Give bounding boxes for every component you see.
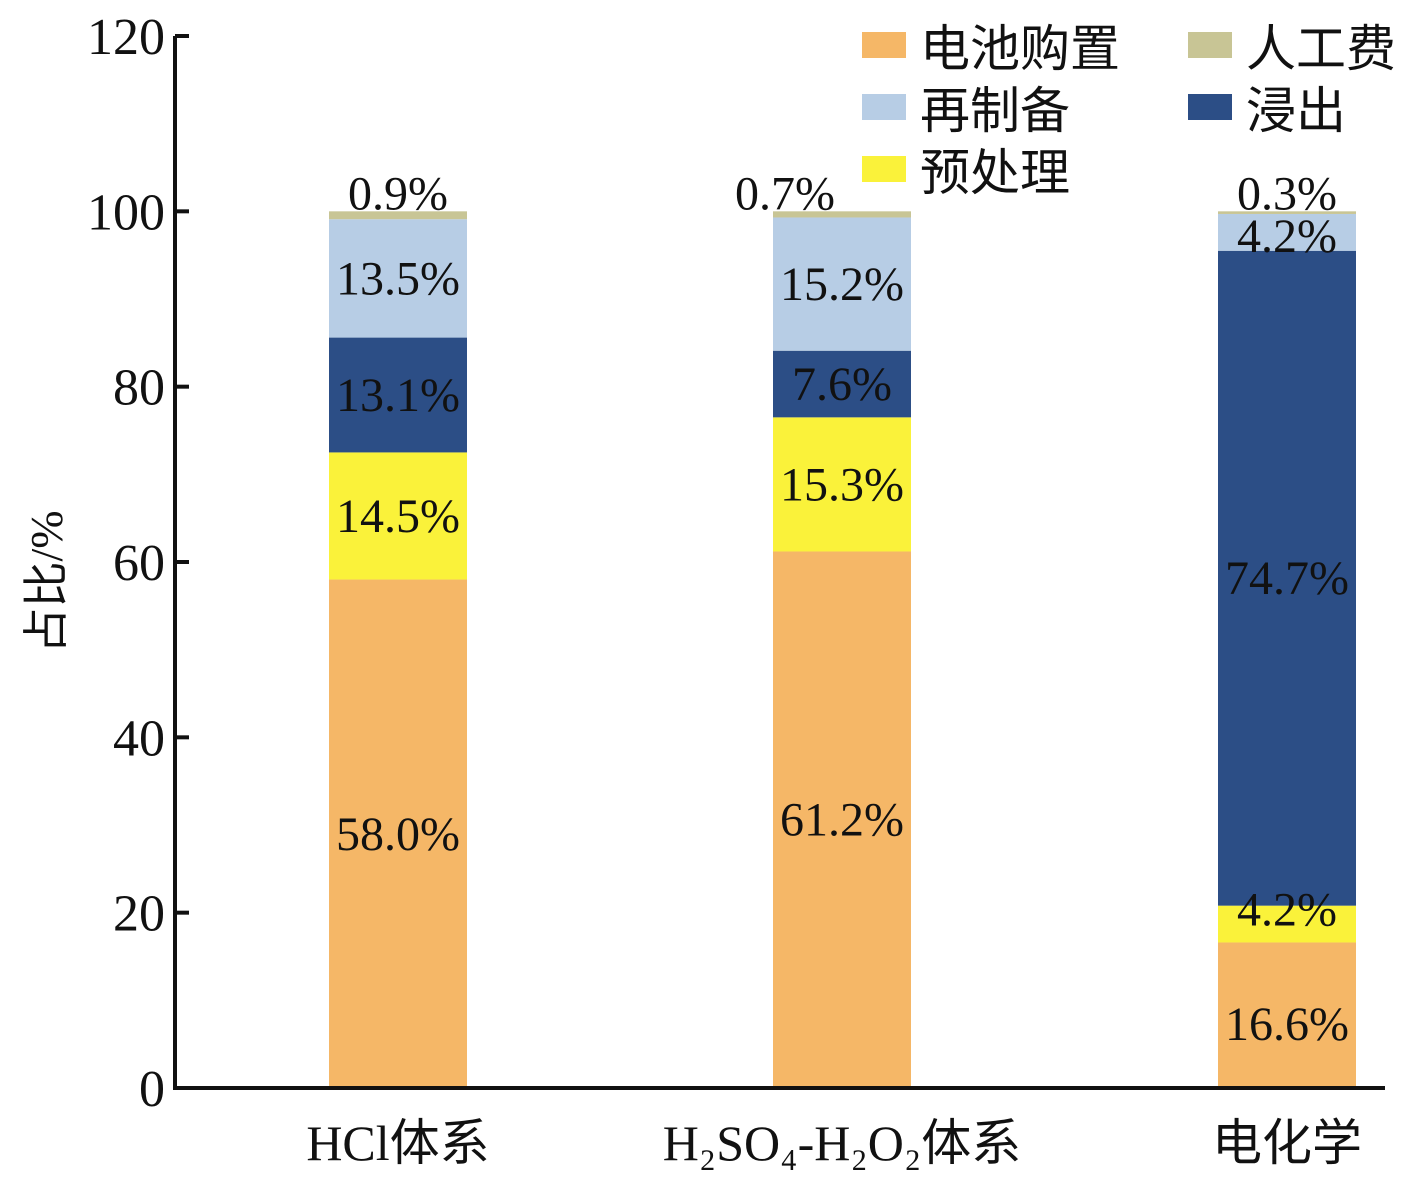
bar-segment-2-3 — [1218, 213, 1356, 251]
data-label-1-3: 15.2% — [780, 258, 904, 311]
y-tick-label-5: 100 — [87, 184, 165, 241]
bars-layer — [329, 211, 1356, 1088]
data-label-1-0: 61.2% — [780, 794, 904, 847]
y-tick-label-0: 0 — [139, 1061, 165, 1118]
legend-label-2: 再制备 — [920, 83, 1070, 139]
bar-segment-0-1 — [329, 452, 467, 580]
data-label-2-4: 0.3% — [1237, 167, 1337, 220]
legend-label-4: 预处理 — [920, 145, 1070, 201]
bar-segment-2-0 — [1218, 942, 1356, 1088]
legend-label-1: 人工费 — [1246, 21, 1396, 77]
x-tick-label-0: HCl体系 — [306, 1115, 489, 1171]
bar-segment-1-4 — [773, 211, 911, 218]
bar-segment-2-4 — [1218, 211, 1356, 214]
y-axis-label: 占比/% — [21, 510, 72, 653]
y-tick-label-1: 20 — [113, 886, 165, 943]
data-label-2-3: 4.2% — [1237, 210, 1337, 263]
data-label-1-1: 15.3% — [780, 458, 904, 511]
data-label-0-2: 13.1% — [336, 369, 460, 422]
data-label-1-2: 7.6% — [792, 358, 892, 411]
bar-segment-2-1 — [1218, 905, 1356, 943]
bar-segment-1-3 — [773, 217, 911, 351]
data-label-1-4: 0.7% — [735, 167, 835, 220]
y-tick-label-3: 60 — [113, 535, 165, 592]
bar-segment-1-1 — [773, 417, 911, 552]
bar-segment-1-0 — [773, 551, 911, 1088]
axes-layer: 0 20 40 60 80 100 120 HCl体系 H₂SO₄-H₂O₂体系 电化学 占比/% — [21, 9, 1385, 1171]
legend-swatch-1 — [1188, 32, 1232, 58]
data-label-0-0: 58.0% — [336, 808, 460, 861]
bar-segment-0-4 — [329, 211, 467, 220]
data-label-0-1: 14.5% — [336, 490, 460, 543]
x-tick-label-2: 电化学 — [1212, 1115, 1362, 1171]
y-tick-label-4: 80 — [113, 360, 165, 417]
y-tick-label-2: 40 — [113, 710, 165, 767]
legend-swatch-4 — [862, 156, 906, 182]
legend-label-0: 电池购置 — [920, 21, 1120, 77]
data-label-2-1: 4.2% — [1237, 884, 1337, 937]
bar-segment-2-2 — [1218, 250, 1356, 906]
x-tick-label-1: H₂SO₄-H₂O₂体系 — [663, 1115, 1022, 1171]
data-label-2-0: 16.6% — [1225, 998, 1349, 1051]
bar-segment-1-2 — [773, 350, 911, 418]
data-label-0-3: 13.5% — [336, 252, 460, 305]
bar-segment-0-0 — [329, 579, 467, 1088]
data-label-0-4: 0.9% — [348, 167, 448, 220]
bar-segment-0-2 — [329, 337, 467, 453]
data-label-2-2: 74.7% — [1225, 552, 1349, 605]
legend-label-3: 浸出 — [1246, 83, 1346, 139]
bar-segment-0-3 — [329, 219, 467, 338]
labels-layer: 58.0% 14.5% 13.1% 13.5% 0.9% 61.2% 15.3% 7.6% 15… — [336, 167, 1349, 1051]
legend-swatch-2 — [862, 94, 906, 120]
legend-swatch-3 — [1188, 94, 1232, 120]
legend-swatch-0 — [862, 32, 906, 58]
y-tick-label-6: 120 — [87, 9, 165, 66]
